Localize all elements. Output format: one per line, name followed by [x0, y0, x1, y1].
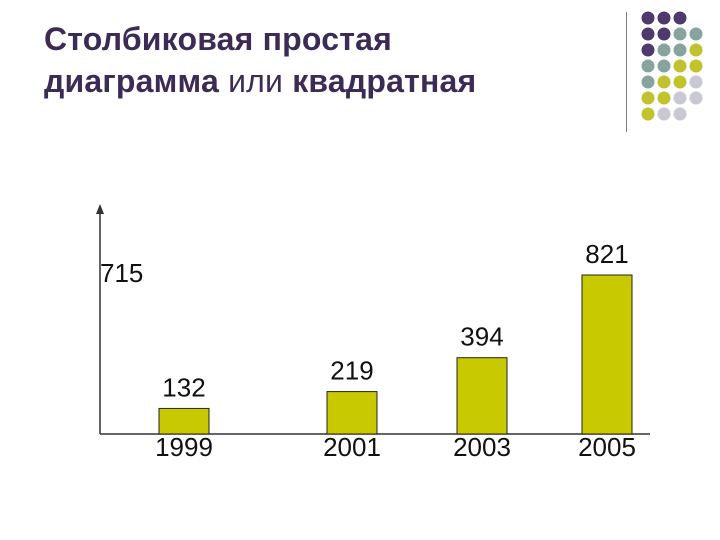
category-label-2005: 2005: [578, 432, 636, 462]
y-axis-arrow: [96, 204, 104, 214]
decor-dot: [641, 107, 655, 121]
decor-dot: [673, 107, 687, 121]
decor-dot: [657, 43, 671, 57]
bar-1999: [158, 407, 210, 435]
bar-2005: [581, 274, 633, 435]
decor-dot: [657, 91, 671, 105]
decor-dot: [657, 11, 671, 25]
decor-dot: [689, 91, 703, 105]
decor-dot: [657, 59, 671, 73]
decor-dot: [673, 91, 687, 105]
title-line-1: Столбиковая простая: [44, 21, 392, 57]
decor-dot: [641, 43, 655, 57]
decor-dot: [673, 43, 687, 57]
decor-dot: [641, 75, 655, 89]
decor-dot: [673, 75, 687, 89]
value-label-2005: 821: [585, 239, 628, 269]
page-title: Столбиковая простая диаграмма или квадра…: [44, 18, 476, 102]
category-label-1999: 1999: [155, 432, 213, 462]
value-label-2003: 394: [460, 322, 503, 352]
title-word-diagram: диаграмма: [44, 63, 219, 99]
decor-dot: [641, 91, 655, 105]
decor-dot: [673, 59, 687, 73]
decor-dot: [689, 43, 703, 57]
title-divider: [626, 12, 627, 132]
title-line-2: диаграмма или квадратная: [44, 60, 476, 102]
decor-dot: [689, 59, 703, 73]
title-word-square: квадратная: [292, 63, 477, 99]
title-word-or: или: [218, 63, 293, 99]
y-annotation-label: 715: [100, 258, 143, 288]
value-label-1999: 132: [162, 372, 205, 402]
decorative-dot-grid: [641, 11, 703, 121]
decor-dot: [689, 75, 703, 89]
value-label-2001: 219: [330, 356, 373, 386]
decor-dot: [657, 107, 671, 121]
bar-2001: [326, 391, 378, 435]
decor-dot: [673, 27, 687, 41]
decor-dot: [689, 27, 703, 41]
bar-2003: [456, 357, 508, 435]
category-label-2001: 2001: [323, 432, 381, 462]
decor-dot: [641, 27, 655, 41]
decor-dot: [641, 59, 655, 73]
category-label-2003: 2003: [453, 432, 511, 462]
decor-dot: [673, 11, 687, 25]
decor-dot: [657, 75, 671, 89]
decor-dot: [641, 11, 655, 25]
decor-dot: [657, 27, 671, 41]
